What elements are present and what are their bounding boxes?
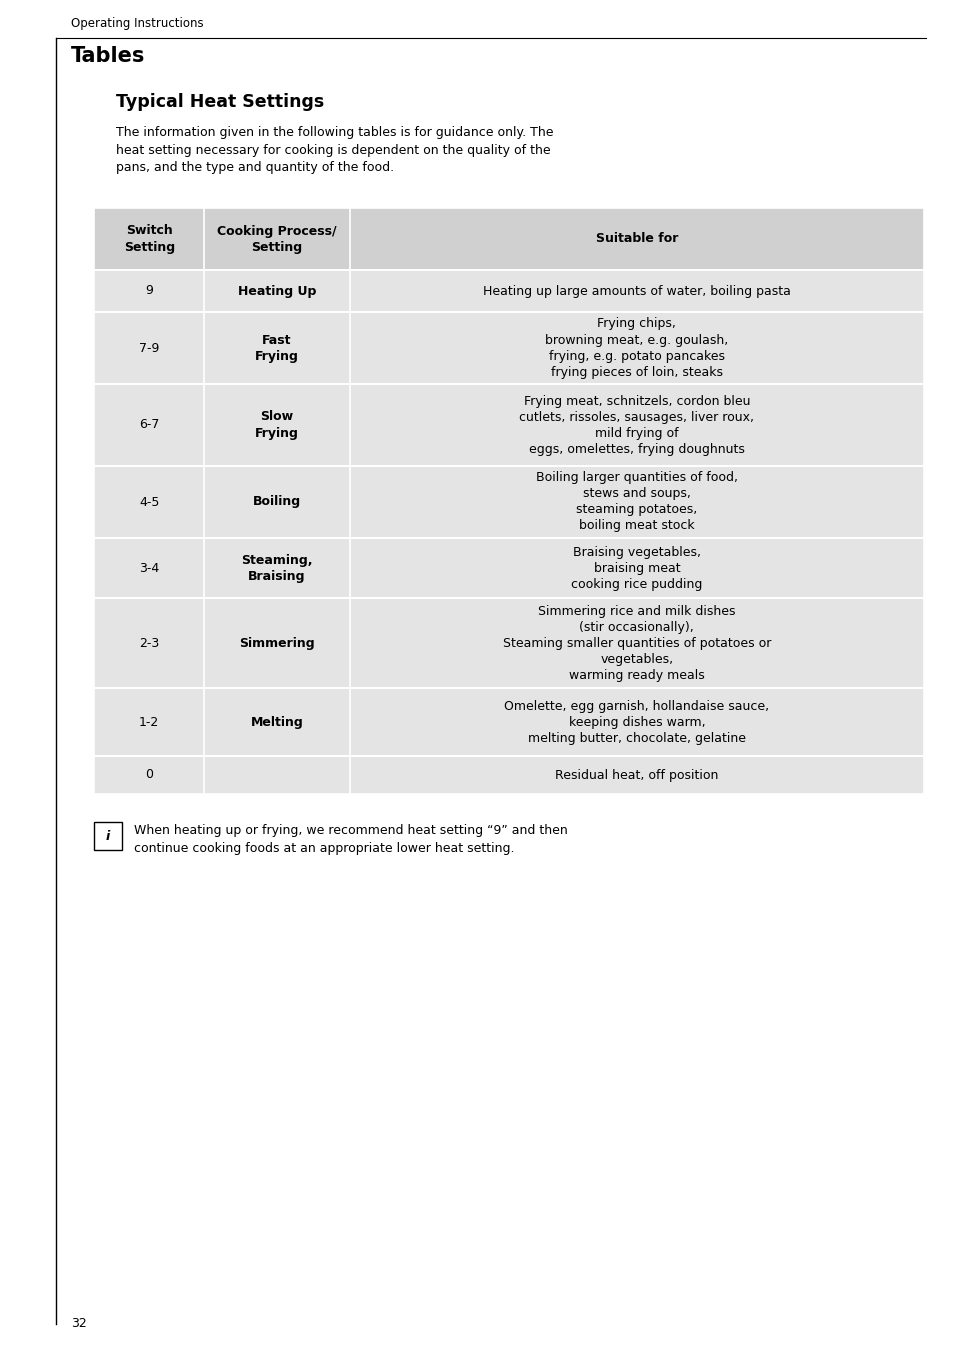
Text: Operating Instructions: Operating Instructions bbox=[71, 18, 203, 30]
Text: 3-4: 3-4 bbox=[139, 561, 159, 575]
Text: Typical Heat Settings: Typical Heat Settings bbox=[116, 93, 324, 111]
Text: Tables: Tables bbox=[71, 46, 145, 66]
Bar bbox=[94, 538, 923, 598]
Text: 4-5: 4-5 bbox=[139, 495, 159, 508]
Text: Steaming,
Braising: Steaming, Braising bbox=[241, 553, 313, 583]
Text: The information given in the following tables is for guidance only. The
heat set: The information given in the following t… bbox=[116, 126, 553, 174]
Bar bbox=[94, 466, 923, 538]
Text: Slow
Frying: Slow Frying bbox=[254, 411, 298, 439]
Text: 1-2: 1-2 bbox=[139, 715, 159, 729]
Text: 9: 9 bbox=[145, 284, 153, 297]
Text: Boiling: Boiling bbox=[253, 495, 301, 508]
Text: Simmering rice and milk dishes
(stir occasionally),
Steaming smaller quantities : Simmering rice and milk dishes (stir occ… bbox=[502, 604, 770, 681]
Text: 32: 32 bbox=[71, 1317, 87, 1330]
Text: 6-7: 6-7 bbox=[139, 419, 159, 431]
Text: 2-3: 2-3 bbox=[139, 637, 159, 649]
Text: Omelette, egg garnish, hollandaise sauce,
keeping dishes warm,
melting butter, c: Omelette, egg garnish, hollandaise sauce… bbox=[504, 699, 768, 745]
Text: Boiling larger quantities of food,
stews and soups,
steaming potatoes,
boiling m: Boiling larger quantities of food, stews… bbox=[536, 472, 737, 533]
Text: Fast
Frying: Fast Frying bbox=[254, 334, 298, 362]
Text: Residual heat, off position: Residual heat, off position bbox=[555, 768, 718, 781]
Bar bbox=[94, 384, 923, 466]
Text: When heating up or frying, we recommend heat setting “9” and then
continue cooki: When heating up or frying, we recommend … bbox=[133, 823, 567, 854]
Bar bbox=[94, 822, 122, 850]
Bar bbox=[94, 598, 923, 688]
Text: Heating Up: Heating Up bbox=[237, 284, 315, 297]
Bar bbox=[94, 688, 923, 756]
Bar bbox=[94, 208, 923, 270]
Text: Frying chips,
browning meat, e.g. goulash,
frying, e.g. potato pancakes
frying p: Frying chips, browning meat, e.g. goulas… bbox=[544, 318, 728, 379]
Bar bbox=[94, 756, 923, 794]
Text: Braising vegetables,
braising meat
cooking rice pudding: Braising vegetables, braising meat cooki… bbox=[571, 545, 701, 591]
Text: Heating up large amounts of water, boiling pasta: Heating up large amounts of water, boili… bbox=[482, 284, 790, 297]
Text: 0: 0 bbox=[145, 768, 153, 781]
Text: Melting: Melting bbox=[251, 715, 303, 729]
Text: 7-9: 7-9 bbox=[139, 342, 159, 354]
Text: Suitable for: Suitable for bbox=[595, 233, 678, 246]
Text: Switch
Setting: Switch Setting bbox=[124, 224, 174, 254]
Bar bbox=[94, 270, 923, 312]
Text: Cooking Process/
Setting: Cooking Process/ Setting bbox=[217, 224, 336, 254]
Text: Simmering: Simmering bbox=[239, 637, 314, 649]
Text: Frying meat, schnitzels, cordon bleu
cutlets, rissoles, sausages, liver roux,
mi: Frying meat, schnitzels, cordon bleu cut… bbox=[518, 395, 754, 456]
Text: i: i bbox=[106, 830, 110, 842]
Bar bbox=[94, 312, 923, 384]
